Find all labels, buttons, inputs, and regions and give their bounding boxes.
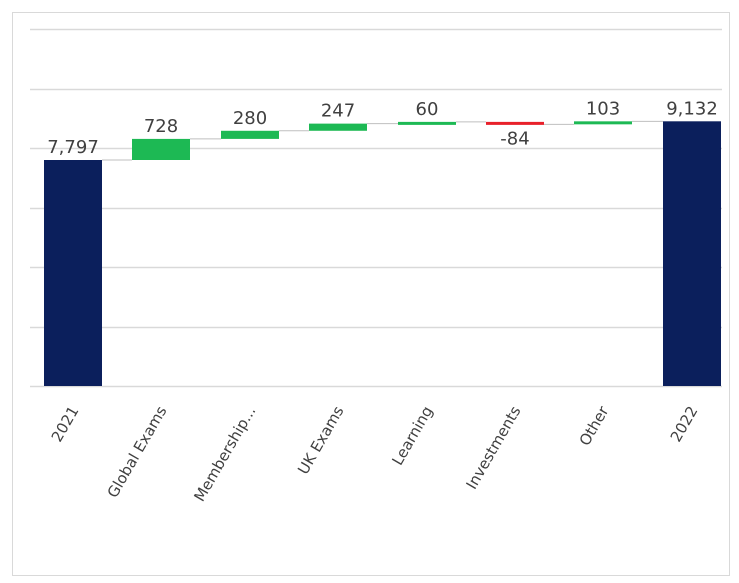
bar-uk-exams	[309, 123, 367, 131]
tick-label-2022: 2022	[667, 403, 702, 445]
data-label-global-exams: 728	[144, 116, 178, 137]
bar-other	[574, 121, 632, 125]
bar-investments	[486, 121, 544, 125]
data-label-2021: 7,797	[47, 137, 99, 158]
data-labels: 7,797 728 280 247 60 -84 103 9,132	[47, 98, 718, 158]
data-label-investments: -84	[500, 128, 529, 149]
data-label-uk-exams: 247	[321, 101, 355, 122]
bars	[44, 121, 721, 386]
bar-2021	[44, 160, 102, 386]
tick-label-membership: Membership...	[190, 403, 259, 505]
data-label-2022: 9,132	[666, 98, 718, 119]
data-label-learning: 60	[416, 99, 439, 120]
bar-2022	[663, 121, 721, 386]
bar-global-exams	[132, 138, 190, 160]
tick-label-investments: Investments	[462, 403, 524, 493]
data-label-membership: 280	[233, 108, 267, 129]
tick-label-other: Other	[576, 402, 613, 449]
data-label-other: 103	[586, 98, 620, 119]
bar-membership	[221, 130, 279, 139]
connector-lines	[102, 120, 663, 161]
chart-frame	[12, 12, 730, 576]
tick-label-uk-exams: UK Exams	[294, 403, 347, 478]
tick-label-global-exams: Global Exams	[104, 403, 171, 501]
category-tick-labels: 2021 Global Exams Membership... UK Exams Lea…	[48, 402, 702, 504]
tick-label-learning: Learning	[388, 403, 436, 468]
gridlines	[30, 28, 722, 388]
bar-learning	[398, 121, 456, 125]
tick-label-2021: 2021	[48, 403, 83, 445]
